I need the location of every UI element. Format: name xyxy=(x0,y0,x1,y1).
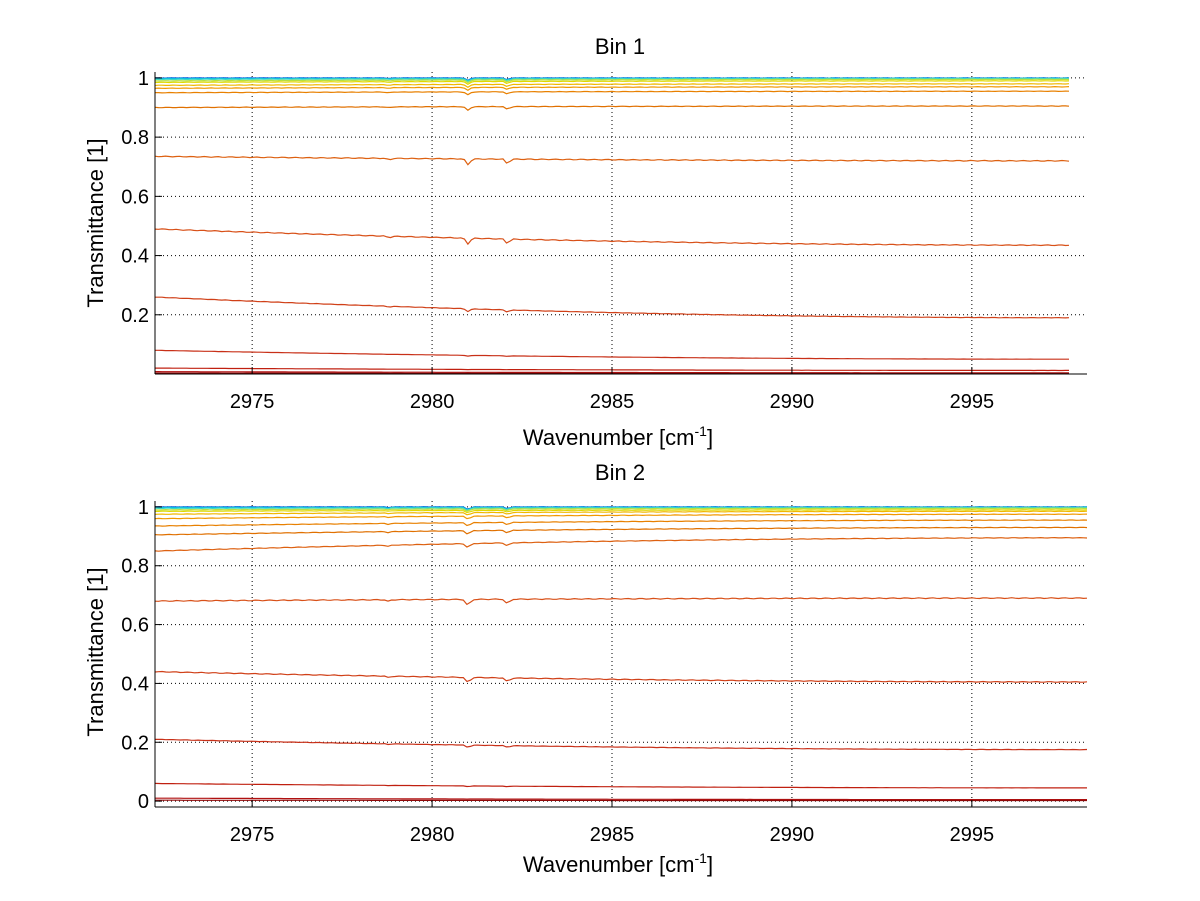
y-tick-label: 1 xyxy=(138,497,149,519)
x-tick-label: 2990 xyxy=(770,391,815,413)
x-axis-label-close: ] xyxy=(707,425,713,450)
x-axis-label-main: Wavenumber [cm xyxy=(523,852,695,877)
x-tick-label: 2985 xyxy=(590,391,635,413)
series-line xyxy=(154,513,1088,520)
x-tick-label: 2975 xyxy=(230,391,275,413)
subplot-bin-2: Bin 2 Transmittance [1] Wavenumber [cm-1… xyxy=(83,460,1088,877)
series-line xyxy=(154,670,1088,683)
x-tick-label: 2995 xyxy=(950,391,995,413)
x-tick-label: 2985 xyxy=(590,824,635,846)
series-line xyxy=(154,80,1070,86)
series-line xyxy=(154,519,1088,527)
series-line xyxy=(154,536,1088,552)
series-line xyxy=(154,155,1070,166)
y-tick-label: 1 xyxy=(138,68,149,90)
y-tick-label: 0.2 xyxy=(121,305,149,327)
y-axis-label: Transmittance [1] xyxy=(83,567,108,736)
x-axis-label-sup: -1 xyxy=(695,850,708,866)
y-tick-label: 0.8 xyxy=(121,127,149,149)
series-line xyxy=(155,797,1087,801)
y-tick-label: 0.2 xyxy=(121,732,149,754)
series-line xyxy=(154,597,1088,606)
x-axis-label: Wavenumber [cm-1] xyxy=(523,850,713,877)
x-axis-label: Wavenumber [cm-1] xyxy=(523,423,713,450)
chart-title: Bin 2 xyxy=(595,460,645,485)
x-axis-label-close: ] xyxy=(707,852,713,877)
x-tick-label: 2990 xyxy=(770,824,815,846)
series-line xyxy=(155,509,1088,514)
y-tick-label: 0.4 xyxy=(121,673,149,695)
y-axis-label: Transmittance [1] xyxy=(83,138,108,307)
y-tick-label: 0 xyxy=(138,791,149,813)
x-tick-label: 2995 xyxy=(950,824,995,846)
series-line xyxy=(155,90,1070,96)
series-line xyxy=(154,526,1088,536)
x-tick-label: 2980 xyxy=(410,391,455,413)
y-tick-label: 0.8 xyxy=(121,556,149,578)
series-line xyxy=(155,296,1070,319)
y-tick-label: 0.4 xyxy=(121,246,149,268)
x-tick-label: 2980 xyxy=(410,824,455,846)
series-line xyxy=(155,349,1069,360)
series-line xyxy=(154,510,1088,516)
series-line xyxy=(154,507,1088,512)
y-tick-label: 0.6 xyxy=(121,186,149,208)
series-line xyxy=(154,738,1088,751)
series-line xyxy=(154,506,1088,511)
series-line xyxy=(154,78,1069,84)
x-axis-label-main: Wavenumber [cm xyxy=(523,425,695,450)
y-tick-label: 0.6 xyxy=(121,615,149,637)
subplot-bin-1: Bin 1 Transmittance [1] Wavenumber [cm-1… xyxy=(83,34,1087,450)
chart-title: Bin 1 xyxy=(595,34,645,59)
x-axis-label-sup: -1 xyxy=(695,423,708,439)
x-tick-label: 2975 xyxy=(230,824,275,846)
series-line xyxy=(154,77,1070,82)
series-line xyxy=(154,85,1070,92)
series-line xyxy=(154,83,1070,89)
series-line xyxy=(154,782,1088,789)
series-line xyxy=(154,228,1070,247)
series-line xyxy=(154,105,1070,111)
